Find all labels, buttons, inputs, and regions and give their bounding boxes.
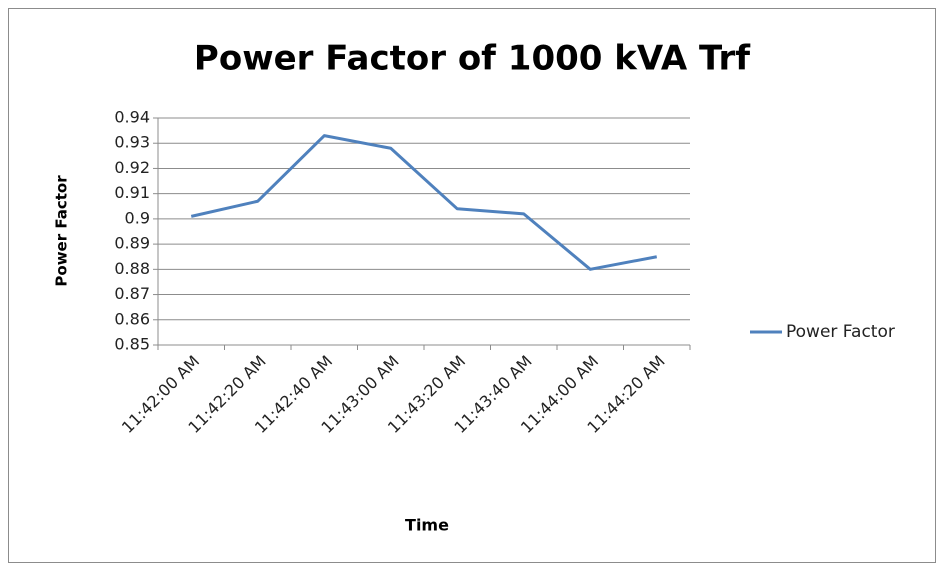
chart-title: Power Factor of 1000 kVA Trf	[194, 39, 751, 79]
legend-label: Power Factor	[786, 322, 895, 342]
y-tick-label: 0.87	[114, 284, 150, 303]
y-tick-label: 0.85	[114, 335, 150, 354]
chart-border	[8, 8, 936, 563]
y-axis-title: Power Factor	[53, 175, 71, 287]
y-tick-label: 0.92	[114, 158, 150, 177]
y-tick-label: 0.94	[114, 108, 150, 127]
y-tick-label: 0.93	[114, 133, 150, 152]
data-line	[190, 134, 658, 271]
y-tick-label: 0.88	[114, 259, 150, 278]
x-axis-title: Time	[405, 516, 449, 535]
y-tick-label: 0.89	[114, 234, 150, 253]
y-tick-label: 0.9	[125, 208, 150, 227]
y-tick-label: 0.86	[114, 309, 150, 328]
y-tick-label: 0.91	[114, 183, 150, 202]
